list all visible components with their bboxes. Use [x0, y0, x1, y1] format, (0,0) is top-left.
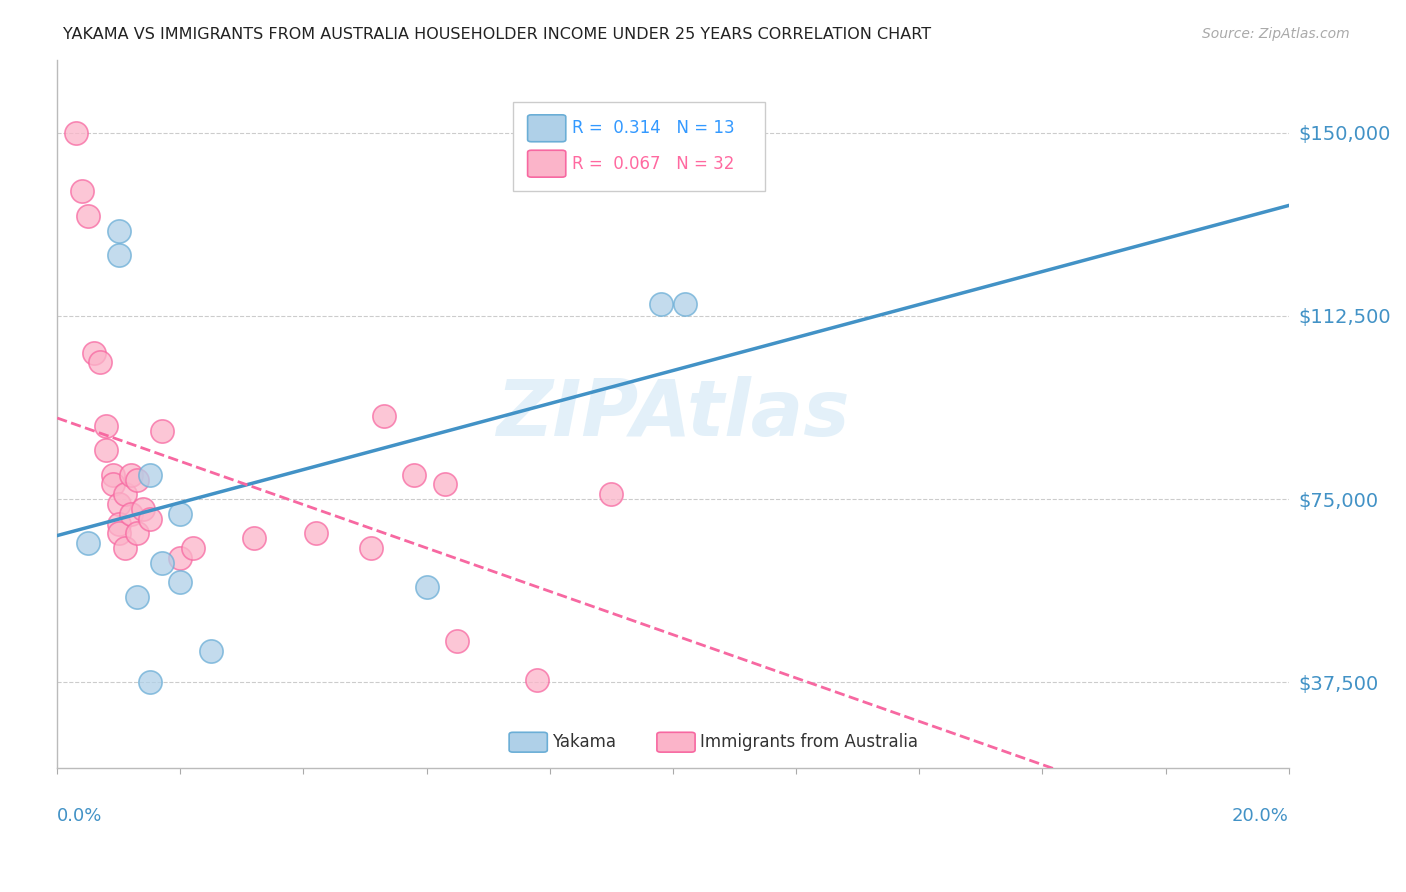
Point	[138, 467, 160, 482]
Point	[360, 541, 382, 555]
Point	[96, 418, 118, 433]
Point	[181, 541, 204, 555]
Point	[169, 575, 191, 590]
Point	[169, 550, 191, 565]
Point	[89, 355, 111, 369]
Point	[114, 487, 136, 501]
Point	[127, 526, 149, 541]
Point	[120, 507, 142, 521]
Point	[107, 526, 129, 541]
Point	[65, 126, 87, 140]
Point	[83, 345, 105, 359]
FancyBboxPatch shape	[527, 115, 565, 142]
FancyBboxPatch shape	[513, 102, 765, 191]
Point	[434, 477, 457, 491]
Text: 20.0%: 20.0%	[1232, 806, 1289, 824]
Text: 0.0%: 0.0%	[58, 806, 103, 824]
Text: Source: ZipAtlas.com: Source: ZipAtlas.com	[1202, 27, 1350, 41]
Point	[150, 424, 173, 438]
Point	[107, 497, 129, 511]
Point	[101, 477, 124, 491]
Text: Immigrants from Australia: Immigrants from Australia	[700, 733, 918, 751]
Point	[114, 541, 136, 555]
FancyBboxPatch shape	[509, 732, 547, 752]
Point	[404, 467, 426, 482]
Point	[70, 185, 93, 199]
Text: R =  0.314   N = 13: R = 0.314 N = 13	[572, 120, 734, 137]
Point	[200, 643, 222, 657]
Point	[673, 297, 696, 311]
Point	[305, 526, 328, 541]
Point	[415, 580, 437, 594]
Text: R =  0.067   N = 32: R = 0.067 N = 32	[572, 154, 734, 173]
Point	[138, 675, 160, 690]
FancyBboxPatch shape	[527, 150, 565, 178]
Point	[107, 223, 129, 237]
FancyBboxPatch shape	[657, 732, 695, 752]
Point	[373, 409, 395, 423]
Point	[77, 209, 100, 223]
Point	[127, 590, 149, 604]
Text: ZIPAtlas: ZIPAtlas	[496, 376, 849, 451]
Point	[138, 511, 160, 525]
Point	[107, 248, 129, 262]
Text: YAKAMA VS IMMIGRANTS FROM AUSTRALIA HOUSEHOLDER INCOME UNDER 25 YEARS CORRELATIO: YAKAMA VS IMMIGRANTS FROM AUSTRALIA HOUS…	[63, 27, 931, 42]
Point	[243, 531, 266, 545]
Point	[150, 556, 173, 570]
Point	[650, 297, 672, 311]
Point	[600, 487, 623, 501]
Point	[96, 443, 118, 458]
Point	[107, 516, 129, 531]
Point	[77, 536, 100, 550]
Point	[101, 467, 124, 482]
Point	[446, 633, 468, 648]
Point	[132, 501, 155, 516]
Text: Yakama: Yakama	[553, 733, 616, 751]
Point	[120, 467, 142, 482]
Point	[526, 673, 548, 687]
Point	[127, 473, 149, 487]
Point	[169, 507, 191, 521]
